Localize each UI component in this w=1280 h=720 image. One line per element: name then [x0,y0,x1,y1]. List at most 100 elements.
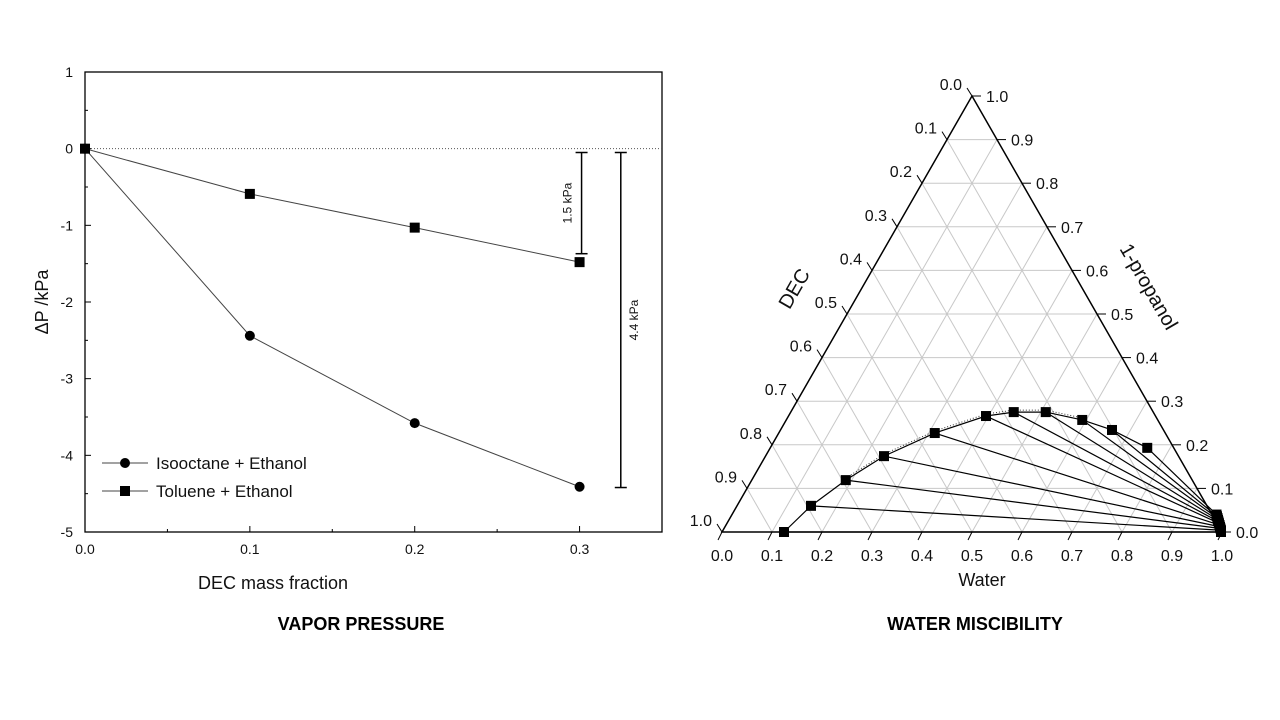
dec-tick-label: 1.0 [690,513,712,530]
water-tick-label: 0.0 [711,548,733,565]
grid-line-water [871,226,1048,533]
propanol-tick-label: 0.6 [1086,263,1108,280]
dec-tick-label: 0.6 [790,339,812,356]
dec-tick [741,480,748,489]
binodal-point [981,411,991,422]
dec-tick-label: 0.4 [840,251,862,268]
y-tick-label: 1 [65,64,73,80]
binodal-curve [783,411,1148,533]
propanol-tick-label: 0.8 [1036,176,1058,193]
tie-line [810,505,1222,531]
x-axis-title: DEC mass fraction [198,573,348,593]
grid-line-dec [846,313,973,533]
water-tick [767,531,773,541]
dec-tick [941,131,948,140]
x-tick-label: 0.3 [570,541,590,557]
tie-line [1013,411,1219,523]
y-tick-label: -5 [61,524,74,540]
dec-tick [866,262,873,271]
tie-line [985,415,1220,524]
dec-tick [966,87,973,97]
water-tick-label: 0.1 [761,548,783,565]
water-tick [1017,531,1023,541]
dec-tick [766,436,773,446]
dec-tick-label: 0.8 [740,426,762,443]
binodal-point [806,500,816,511]
propanol-tick-label: 0.9 [1011,133,1033,150]
y-tick-label: -1 [61,217,74,233]
water-tick-label: 0.9 [1161,548,1183,565]
dec-tick-label: 0.9 [715,469,737,486]
tie-line [934,432,1220,526]
x-tick-label: 0.2 [405,541,425,557]
dec-tick [891,218,898,228]
water-tick-label: 0.3 [861,548,883,565]
water-tick-label: 0.6 [1011,548,1033,565]
dec-tick-label: 0.7 [765,382,787,399]
caption-vapor-pressure: VAPOR PRESSURE [277,614,445,634]
y-tick-label: -4 [61,447,74,463]
propanol-tick-label: 0.0 [1236,525,1258,542]
binodal-point [1142,442,1153,453]
grid-line-dec [821,357,923,533]
dec-tick-label: 0.3 [865,208,887,225]
water-tick-label: 0.4 [911,548,933,565]
binodal-point [779,527,789,537]
data-point-square [80,143,90,154]
dec-tick [841,305,848,315]
propanol-tick-label: 0.1 [1211,481,1233,498]
binodal-point [840,475,851,486]
water-tick [1117,531,1123,541]
water-tick [717,531,723,541]
water-tick-label: 0.5 [961,548,983,565]
binodal-point [1040,407,1051,418]
legend-marker-square [120,486,130,496]
dec-tick [791,392,798,402]
dec-tick [716,523,723,533]
water-tick [917,531,923,541]
binodal-point [1107,424,1117,435]
series-line-0 [84,148,580,488]
binodal-point [1008,407,1019,418]
y-tick-label: -3 [61,371,74,387]
y-axis-title: ΔP /kPa [32,269,52,335]
water-tick [867,531,873,541]
water-tick [1167,531,1173,541]
y-tick-label: -2 [61,294,74,310]
binodal-point [879,451,889,462]
water-tick [1067,531,1073,541]
grid-line-dec [946,139,1173,533]
dec-tick [816,349,823,358]
data-point-circle [574,481,585,492]
y-tick-label: 0 [65,141,73,157]
grid-line-dec [796,400,873,533]
data-point-square [409,222,420,233]
tie-line [1081,419,1218,519]
water-tick-label: 0.8 [1111,548,1133,565]
propanol-tick-label: 1.0 [986,89,1008,106]
water-tick [967,531,973,541]
data-point-square [574,257,585,268]
data-point-circle [409,418,420,429]
x-tick-label: 0.0 [75,541,95,557]
water-tick [817,531,823,541]
tie-line [1146,447,1217,515]
water-tick-label: 0.2 [811,548,833,565]
propanol-tick-label: 0.4 [1136,351,1158,368]
tie-line [883,455,1221,528]
dec-axis-title: DEC [775,265,815,313]
grid-line-dec [771,444,823,533]
binodal-point [1077,414,1088,425]
grid-line-water [771,139,998,533]
caption-water-miscibility: WATER MISCIBILITY [887,614,1063,634]
dec-tick-label: 0.2 [890,164,912,181]
x-tick-label: 0.1 [240,541,260,557]
annotation-label: 4.4 kPa [627,299,641,340]
dec-tick [916,174,923,184]
binodal-point [929,428,940,439]
water-tick-label: 1.0 [1211,548,1233,565]
water-axis-title: Water [958,570,1005,590]
tie-line [1045,411,1219,521]
annotation-label: 1.5 kPa [561,182,575,223]
